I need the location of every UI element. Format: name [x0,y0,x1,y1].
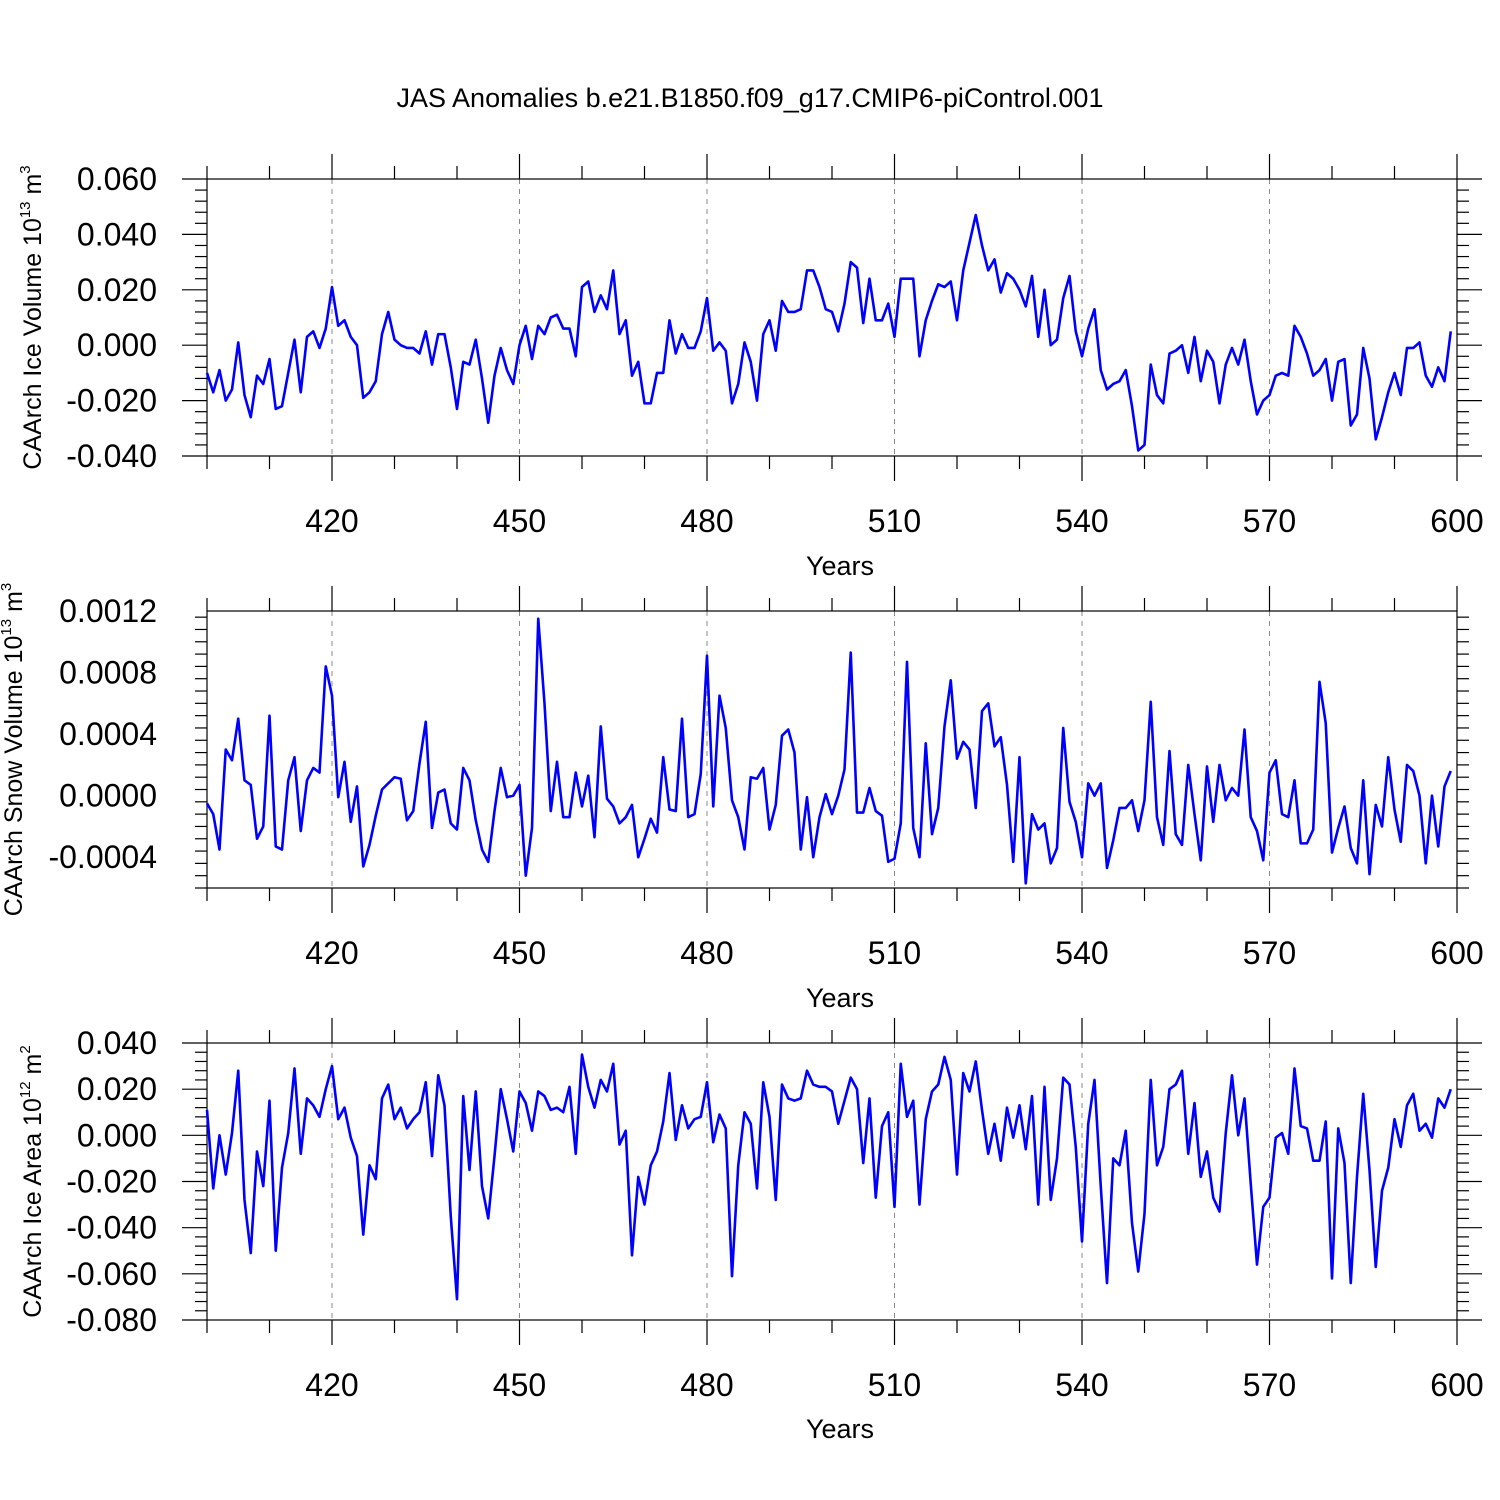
panel-1: 420 450 480 510 540 570 600 -0.040 -0.020 0.000 0.… [17,154,1484,581]
x-tick-label: 420 [305,1367,358,1403]
figure-title: JAS Anomalies b.e21.B1850.f09_g17.CMIP6-… [397,83,1104,113]
x-axis-label: Years [806,983,874,1013]
x-tick-label: 480 [680,1367,733,1403]
x-tick-label: 540 [1055,503,1108,539]
y-axis-label-exponent: 13 [17,201,34,218]
x-tick-label: 540 [1055,1367,1108,1403]
x-tick-label: 450 [493,935,546,971]
x-tick-label: 600 [1430,935,1483,971]
series-line [205,617,1452,885]
y-tick-label: 0.020 [77,1071,157,1107]
x-tick-label: 480 [680,503,733,539]
x-tick-label: 510 [868,1367,921,1403]
y-axis-label-unit: m [19,174,47,202]
y-tick-label: 0.0000 [59,778,157,814]
y-axis-label-text: CAArch Snow Volume 10 [0,636,28,917]
x-tick-label: 420 [305,935,358,971]
y-axis-label: CAArch Snow Volume 1013 m3 [0,583,28,917]
x-tick-label: 450 [493,1367,546,1403]
x-tick-label: 570 [1243,935,1296,971]
y-tick-label: 0.040 [77,1025,157,1061]
y-tick-label: -0.0004 [48,839,157,875]
x-tick-label: 600 [1430,503,1483,539]
y-axis-label: CAArch Ice Volume 1013 m3 [17,165,47,469]
y-tick-label: 0.020 [77,272,157,308]
x-tick-label: 510 [868,503,921,539]
panel-2: 420 450 480 510 540 570 600 -0.0004 0.0000 0.0004… [0,583,1484,1013]
series-line [205,1053,1452,1301]
y-axis-label-unit: m [19,1054,47,1082]
series-line [205,213,1453,452]
x-tick-label: 570 [1243,503,1296,539]
y-tick-label: 0.060 [77,161,157,197]
x-axis-label: Years [806,1414,874,1444]
x-tick-label: 450 [493,503,546,539]
y-axis-label-unit-exponent: 3 [17,165,34,173]
y-axis-label-unit-exponent: 3 [0,583,15,591]
y-tick-label: 0.040 [77,216,157,252]
y-axis-label-text: CAArch Ice Area 10 [19,1098,47,1318]
x-axis-label: Years [806,551,874,581]
y-axis-label-exponent: 13 [0,619,15,636]
y-tick-label: 0.000 [77,1117,157,1153]
y-tick-label: 0.0008 [59,655,157,691]
y-tick-label: -0.080 [66,1302,157,1338]
y-tick-label: 0.0004 [59,716,157,752]
x-tick-label: 510 [868,935,921,971]
panel-3: 420 450 480 510 540 570 600 -0.080 -0.060 -0.040 -… [17,1018,1484,1444]
y-tick-label: -0.020 [66,1164,157,1200]
x-tick-label: 480 [680,935,733,971]
y-axis-label-unit-exponent: 2 [17,1045,34,1053]
x-tick-label: 540 [1055,935,1108,971]
y-axis-label-exponent: 12 [17,1081,34,1098]
y-tick-label: 0.000 [77,327,157,363]
y-tick-label: -0.060 [66,1256,157,1292]
x-tick-label: 570 [1243,1367,1296,1403]
y-axis-label: CAArch Ice Area 1012 m2 [17,1045,47,1317]
y-tick-label: -0.040 [66,438,157,474]
x-tick-label: 600 [1430,1367,1483,1403]
y-tick-label: 0.0012 [59,593,157,629]
y-tick-label: -0.020 [66,383,157,419]
y-tick-label: -0.040 [66,1210,157,1246]
y-axis-label-text: CAArch Ice Volume 10 [19,218,47,470]
x-tick-label: 420 [305,503,358,539]
y-axis-label-unit: m [0,591,28,619]
